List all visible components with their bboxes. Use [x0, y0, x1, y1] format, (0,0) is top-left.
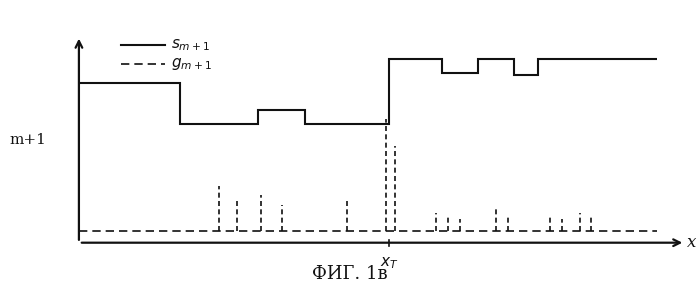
Text: x: x	[687, 234, 697, 251]
Text: ФИГ. 1в: ФИГ. 1в	[312, 265, 387, 283]
Text: $s_{m+1}$: $s_{m+1}$	[171, 38, 210, 53]
Text: m+1: m+1	[9, 134, 46, 148]
Text: $x_T$: $x_T$	[380, 255, 398, 271]
Text: $g_{m+1}$: $g_{m+1}$	[171, 56, 212, 72]
